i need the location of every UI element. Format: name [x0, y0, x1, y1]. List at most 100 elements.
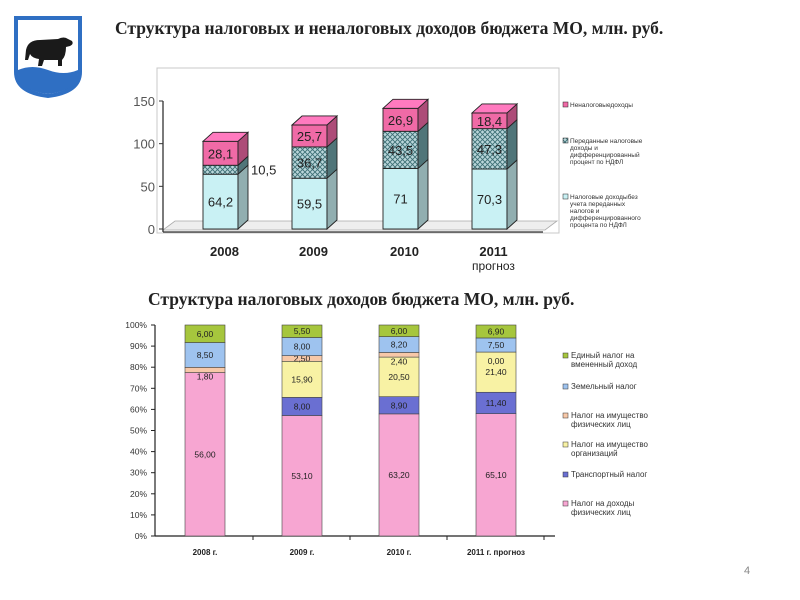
data-label: 10,5	[251, 163, 276, 178]
chart-floor	[161, 220, 559, 231]
page-number: 4	[744, 565, 751, 577]
plot-frame	[156, 67, 560, 234]
x-tick-label: 2009 г.	[290, 548, 315, 557]
legend-swatch	[562, 471, 569, 478]
legend-swatch	[562, 193, 569, 200]
y-tick-label: 0	[148, 222, 155, 237]
data-label: 6,00	[197, 329, 214, 339]
bar-segment-side	[506, 159, 518, 231]
data-label: 2,50	[294, 354, 311, 364]
bar-top	[290, 115, 339, 126]
legend-swatch	[562, 500, 569, 507]
y-tick-label: 0%	[135, 531, 148, 541]
data-label: 15,90	[291, 374, 313, 384]
bar-segment	[475, 351, 517, 393]
data-label: 63,20	[388, 470, 410, 480]
data-label: 28,1	[208, 146, 233, 161]
data-label: 71	[393, 192, 407, 207]
data-label: 8,00	[294, 342, 311, 352]
data-label: 7,50	[488, 340, 505, 350]
data-label: 6,90	[488, 326, 505, 336]
legend-swatch	[562, 352, 569, 359]
data-label: 25,7	[297, 129, 322, 144]
legend-label: Налоговые доходыбез учета переданных налог…	[570, 193, 641, 229]
x-tick-label: 2010 г.	[387, 548, 412, 557]
legend-label: Налог на имущество организаций	[571, 440, 648, 458]
chart-1-tax-and-nontax-revenue: 0 50 100 150 64,2 10,5 28,1 2008 59,5 36,7 25,7 200…	[115, 62, 765, 282]
y-tick-label: 90%	[130, 341, 147, 351]
x-tick-label: 2011 г. прогноз	[467, 548, 525, 557]
data-label: 53,10	[291, 471, 313, 481]
data-label: 0,00	[488, 356, 505, 366]
bar-segment	[475, 413, 517, 537]
y-tick-label: 50	[141, 179, 155, 194]
bar-segment	[184, 324, 226, 343]
y-tick-label: 100	[133, 137, 155, 152]
legend-label: Налог на доходы физических лиц	[571, 499, 635, 517]
bar-segment	[475, 324, 517, 339]
y-tick-label: 100%	[125, 320, 147, 330]
x-tick-label: 2008	[210, 244, 239, 259]
legend-label: Единый налог на вмененный доход	[571, 351, 637, 369]
data-label: 20,50	[388, 372, 410, 382]
bar-top	[381, 98, 430, 109]
bar-segment-side	[237, 164, 249, 231]
y-tick-label: 60%	[130, 404, 147, 414]
data-label: 18,4	[477, 114, 502, 129]
x-tick-label: 2009	[299, 244, 328, 259]
data-label: 1,80	[197, 371, 214, 381]
data-label: 8,00	[294, 401, 311, 411]
data-label: 5,50	[294, 326, 311, 336]
data-label: 56,00	[194, 449, 216, 459]
data-label: 26,9	[388, 113, 413, 128]
data-label: 6,00	[391, 326, 408, 336]
y-tick-label: 50%	[130, 426, 147, 436]
data-label: 47,3	[477, 142, 502, 157]
data-label: 8,50	[197, 350, 214, 360]
data-label: 21,40	[485, 367, 507, 377]
bar-top	[201, 131, 250, 142]
bar-top	[470, 103, 519, 114]
data-label: 65,10	[485, 470, 507, 480]
bar-segment	[202, 164, 239, 175]
bear-coat-of-arms-icon	[12, 14, 84, 100]
data-label: 59,5	[297, 197, 322, 212]
bar-segment	[471, 168, 508, 230]
y-tick-label: 150	[133, 94, 155, 109]
chart-2-tax-revenue-structure: 0% 10% 20% 30% 40% 50% 60% 70% 80% 90% 100% 56,00 1,…	[115, 315, 685, 565]
bar-segment	[281, 361, 323, 398]
legend-label: Переданные налоговые доходы и дифференциро…	[570, 138, 643, 166]
data-label: 70,3	[477, 192, 502, 207]
bar-segment	[378, 324, 420, 337]
bar-segment-side	[326, 168, 338, 231]
legend-swatch	[562, 383, 569, 390]
data-label: 36,7	[297, 156, 322, 171]
data-label: 2,40	[391, 356, 408, 366]
bar-segment	[378, 413, 420, 537]
x-tick-label: 2011	[479, 244, 507, 259]
legend-swatch	[562, 101, 569, 108]
bar-segment	[184, 342, 226, 368]
data-label: 64,2	[208, 195, 233, 210]
bar-segment	[281, 324, 323, 338]
legend-swatch	[562, 441, 569, 448]
y-tick-label: 80%	[130, 362, 147, 372]
legend-label: Неналоговыедоходы	[570, 102, 633, 109]
bar-segment-side	[417, 158, 429, 231]
chart-1-title: Структура налоговых и неналоговых доходо…	[115, 18, 664, 38]
data-label: 11,40	[486, 398, 507, 408]
legend-label: Земельный налог	[571, 382, 637, 391]
bar-segment	[184, 372, 226, 537]
x-tick-label: 2010	[390, 244, 419, 259]
bar-segment	[291, 177, 328, 230]
y-tick-label: 20%	[130, 489, 147, 499]
chart-2-title: Структура налоговых доходов бюджета МО, …	[148, 289, 575, 309]
data-label: 8,20	[391, 340, 408, 350]
bar-segment	[281, 415, 323, 537]
x-tick-label: 2008 г.	[193, 548, 218, 557]
legend-swatch	[562, 137, 569, 144]
y-tick-label: 30%	[130, 468, 147, 478]
bar-segment	[382, 167, 419, 230]
y-tick-label: 10%	[130, 510, 147, 520]
